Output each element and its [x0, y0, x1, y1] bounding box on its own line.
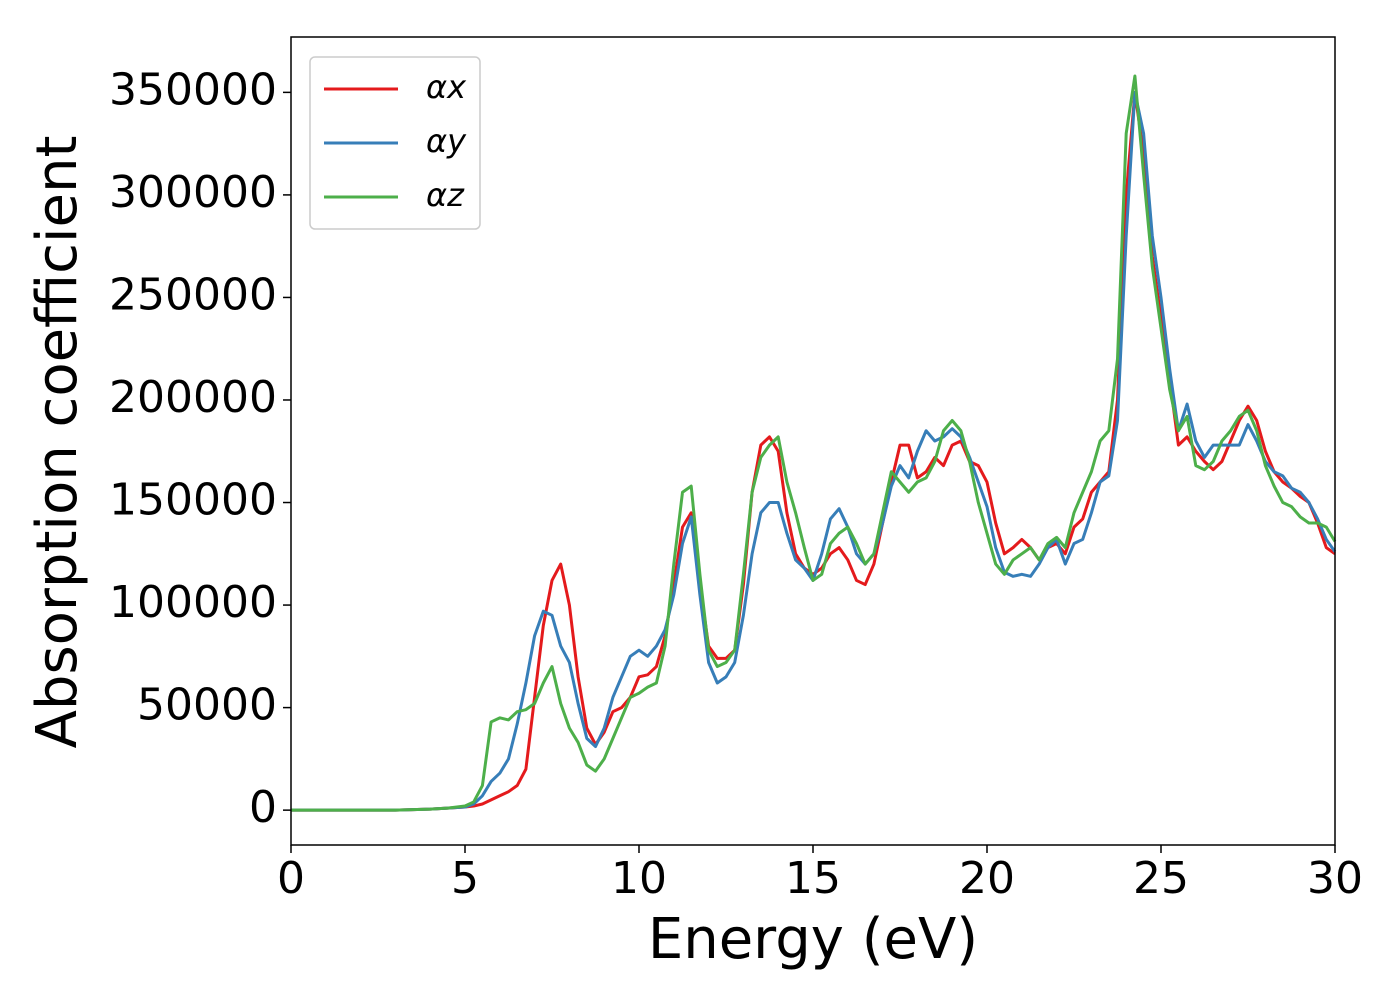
x-tick-label: 30: [1307, 853, 1363, 904]
series-line: [291, 74, 1337, 812]
y-tick-label: 50000: [137, 680, 277, 731]
legend-label: αy: [426, 122, 467, 160]
y-tick-label: 300000: [109, 167, 277, 218]
series-line: [291, 90, 1336, 812]
y-axis-label: Absorption coefficient: [25, 136, 90, 749]
y-tick-label: 0: [249, 782, 277, 833]
y-tick-label: 100000: [109, 577, 277, 628]
legend-label: αx: [426, 68, 467, 106]
y-tick-label: 250000: [109, 269, 277, 320]
y-tick-label: 350000: [109, 64, 277, 115]
x-tick-label: 25: [1133, 853, 1189, 904]
legend-label: αz: [426, 176, 465, 214]
x-tick-label: 5: [451, 853, 479, 904]
y-tick-label: 150000: [109, 475, 277, 526]
y-tick-label: 200000: [109, 372, 277, 423]
plot-frame: [290, 36, 1336, 846]
x-axis-label: Energy (eV): [648, 907, 978, 972]
x-tick-label: 10: [611, 853, 667, 904]
x-tick-label: 20: [959, 853, 1015, 904]
x-tick-label: 0: [277, 853, 305, 904]
x-tick-label: 15: [785, 853, 841, 904]
